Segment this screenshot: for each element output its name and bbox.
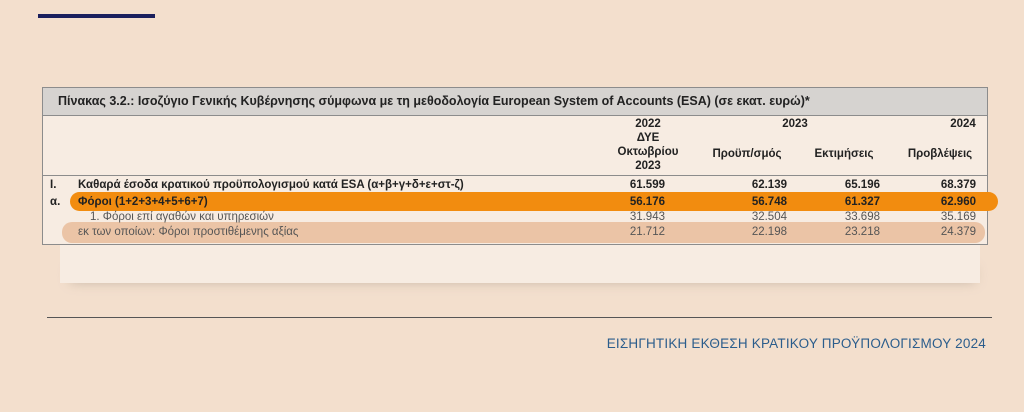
- header-rule: [43, 175, 987, 176]
- table-lower: [60, 245, 980, 283]
- cell-value: 24.379: [940, 226, 976, 238]
- table-title: Πίνακας 3.2.: Ισοζύγιο Γενικής Κυβέρνηση…: [58, 94, 810, 108]
- highlight-beige: [62, 222, 985, 243]
- accent-bar: [38, 14, 155, 18]
- row-label: εκ των οποίων: Φόροι προστιθέμενης αξίας: [78, 226, 299, 238]
- cell-value: 62.139: [751, 179, 787, 191]
- cell-value: 65.196: [844, 179, 880, 191]
- title-row: [43, 88, 987, 116]
- column-header: Εκτιμήσεις: [814, 148, 874, 160]
- divider: [47, 317, 992, 318]
- cell-value: 62.960: [940, 196, 976, 208]
- year-header: 2023: [782, 118, 808, 130]
- cell-value: 32.504: [751, 211, 787, 223]
- highlight-orange: [70, 192, 998, 211]
- cell-value: 68.379: [940, 179, 976, 191]
- cell-value: 31.943: [629, 211, 665, 223]
- cell-value: 33.698: [844, 211, 880, 223]
- row-label: Καθαρά έσοδα κρατικού προϋπολογισμού κατ…: [78, 179, 464, 191]
- column-header: Προϋπ/σμός: [712, 148, 782, 160]
- row-label: 1. Φόροι επί αγαθών και υπηρεσιών: [90, 211, 274, 223]
- row-label: Φόροι (1+2+3+4+5+6+7): [78, 196, 208, 208]
- row-index: I.: [50, 179, 57, 191]
- year-header: 2022: [635, 118, 661, 130]
- cell-value: 61.327: [844, 196, 880, 208]
- cell-value: 56.176: [629, 196, 665, 208]
- cell-value: 35.169: [940, 211, 976, 223]
- cell-value: 22.198: [751, 226, 787, 238]
- footer: ΕΙΣΗΓΗΤΙΚΗ ΕΚΘΕΣΗ ΚΡΑΤΙΚΟΥ ΠΡΟΫΠΟΛΟΓΙΣΜΟ…: [606, 336, 986, 351]
- column-header: Προβλέψεις: [907, 148, 973, 160]
- column-header: ΔΥΕ Οκτωβρίου 2023: [617, 132, 679, 172]
- cell-value: 23.218: [844, 226, 880, 238]
- cell-value: 56.748: [751, 196, 787, 208]
- cell-value: 61.599: [629, 179, 665, 191]
- cell-value: 21.712: [629, 226, 665, 238]
- year-header: 2024: [950, 118, 976, 130]
- row-index: α.: [50, 196, 61, 208]
